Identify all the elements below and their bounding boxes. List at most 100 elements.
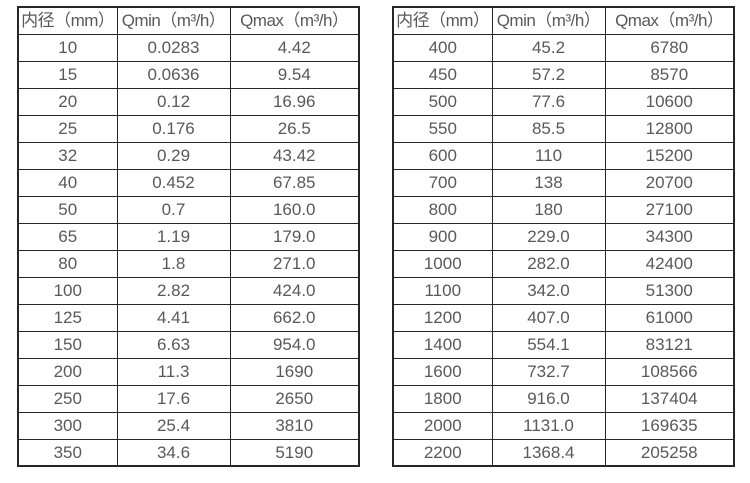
- table-cell: 342.0: [491, 276, 606, 305]
- column-header-qmax: Qmax（m³/h）: [229, 6, 360, 35]
- table-cell: 27100: [604, 195, 735, 224]
- table-cell: 20700: [604, 168, 735, 197]
- table-body-right: 400 45.2 6780 450 57.2 8570 500 77.6 10600 550 85.…: [392, 33, 735, 467]
- table-cell: 282.0: [491, 249, 606, 278]
- table-row: 2000 1131.0 169635: [392, 411, 735, 440]
- table-row: 300 25.4 3810: [17, 411, 360, 440]
- table-cell: 407.0: [491, 303, 606, 332]
- table-row: 900 229.0 34300: [392, 222, 735, 251]
- table-cell: 12800: [604, 114, 735, 143]
- table-cell: 5190: [229, 438, 360, 467]
- table-cell: 10600: [604, 87, 735, 116]
- table-cell: 271.0: [229, 249, 360, 278]
- table-cell: 15: [17, 60, 118, 89]
- table-cell: 43.42: [229, 141, 360, 170]
- table-cell: 3810: [229, 411, 360, 440]
- table-cell: 1.8: [116, 249, 231, 278]
- table-cell: 85.5: [491, 114, 606, 143]
- table-cell: 16.96: [229, 87, 360, 116]
- table-cell: 6780: [604, 33, 735, 62]
- table-cell: 250: [17, 384, 118, 413]
- table-cell: 34300: [604, 222, 735, 251]
- table-cell: 125: [17, 303, 118, 332]
- table-row: 600 110 15200: [392, 141, 735, 170]
- table-row: 40 0.452 67.85: [17, 168, 360, 197]
- table-cell: 1131.0: [491, 411, 606, 440]
- table-row: 150 6.63 954.0: [17, 330, 360, 359]
- table-cell: 0.12: [116, 87, 231, 116]
- table-cell: 42400: [604, 249, 735, 278]
- table-cell: 138: [491, 168, 606, 197]
- table-row: 450 57.2 8570: [392, 60, 735, 89]
- table-cell: 0.452: [116, 168, 231, 197]
- table-row: 25 0.176 26.5: [17, 114, 360, 143]
- table-cell: 400: [392, 33, 493, 62]
- table-cell: 108566: [604, 357, 735, 386]
- table-row: 1400 554.1 83121: [392, 330, 735, 359]
- table-cell: 550: [392, 114, 493, 143]
- table-cell: 916.0: [491, 384, 606, 413]
- table-row: 350 34.6 5190: [17, 438, 360, 467]
- table-cell: 1400: [392, 330, 493, 359]
- table-cell: 2200: [392, 438, 493, 467]
- table-cell: 700: [392, 168, 493, 197]
- table-cell: 1690: [229, 357, 360, 386]
- table-cell: 50: [17, 195, 118, 224]
- table-row: 20 0.12 16.96: [17, 87, 360, 116]
- table-cell: 11.3: [116, 357, 231, 386]
- table-row: 32 0.29 43.42: [17, 141, 360, 170]
- table-row: 1100 342.0 51300: [392, 276, 735, 305]
- table-cell: 0.0636: [116, 60, 231, 89]
- table-cell: 80: [17, 249, 118, 278]
- table-cell: 2.82: [116, 276, 231, 305]
- table-cell: 57.2: [491, 60, 606, 89]
- table-cell: 67.85: [229, 168, 360, 197]
- table-cell: 1000: [392, 249, 493, 278]
- table-row: 700 138 20700: [392, 168, 735, 197]
- table-cell: 662.0: [229, 303, 360, 332]
- table-row: 250 17.6 2650: [17, 384, 360, 413]
- table-cell: 179.0: [229, 222, 360, 251]
- table-cell: 45.2: [491, 33, 606, 62]
- table-cell: 450: [392, 60, 493, 89]
- table-cell: 6.63: [116, 330, 231, 359]
- table-row: 1000 282.0 42400: [392, 249, 735, 278]
- table-row: 550 85.5 12800: [392, 114, 735, 143]
- table-cell: 26.5: [229, 114, 360, 143]
- header-row: 内径（mm） Qmin（m³/h） Qmax（m³/h）: [392, 6, 735, 35]
- table-cell: 61000: [604, 303, 735, 332]
- table-cell: 600: [392, 141, 493, 170]
- table-cell: 0.176: [116, 114, 231, 143]
- table-cell: 15200: [604, 141, 735, 170]
- table-cell: 10: [17, 33, 118, 62]
- table-cell: 25.4: [116, 411, 231, 440]
- table-body-left: 10 0.0283 4.42 15 0.0636 9.54 20 0.12 16.96 25 0.1…: [17, 33, 360, 467]
- table-cell: 229.0: [491, 222, 606, 251]
- table-row: 1800 916.0 137404: [392, 384, 735, 413]
- table-cell: 65: [17, 222, 118, 251]
- table-row: 500 77.6 10600: [392, 87, 735, 116]
- table-cell: 2650: [229, 384, 360, 413]
- header-row: 内径（mm） Qmin（m³/h） Qmax（m³/h）: [17, 6, 360, 35]
- table-cell: 160.0: [229, 195, 360, 224]
- table-cell: 77.6: [491, 87, 606, 116]
- table-cell: 1800: [392, 384, 493, 413]
- table-cell: 800: [392, 195, 493, 224]
- table-row: 1200 407.0 61000: [392, 303, 735, 332]
- table-cell: 83121: [604, 330, 735, 359]
- table-cell: 1.19: [116, 222, 231, 251]
- table-cell: 1100: [392, 276, 493, 305]
- table-row: 800 180 27100: [392, 195, 735, 224]
- table-cell: 4.42: [229, 33, 360, 62]
- table-cell: 20: [17, 87, 118, 116]
- table-cell: 9.54: [229, 60, 360, 89]
- table-row: 10 0.0283 4.42: [17, 33, 360, 62]
- table-cell: 4.41: [116, 303, 231, 332]
- table-cell: 1200: [392, 303, 493, 332]
- table-row: 200 11.3 1690: [17, 357, 360, 386]
- table-row: 50 0.7 160.0: [17, 195, 360, 224]
- table-cell: 205258: [604, 438, 735, 467]
- table-cell: 32: [17, 141, 118, 170]
- table-cell: 1600: [392, 357, 493, 386]
